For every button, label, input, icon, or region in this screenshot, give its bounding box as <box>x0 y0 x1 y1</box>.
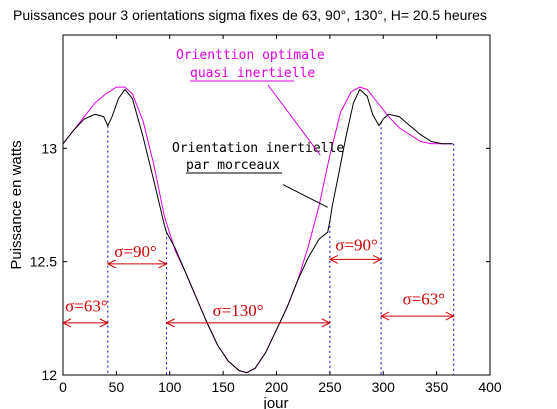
x-tick-label: 0 <box>59 379 67 395</box>
x-tick-label: 50 <box>109 379 125 395</box>
sigma-arrowhead-left <box>61 318 72 328</box>
x-tick-label: 150 <box>211 379 235 395</box>
sigma-label: σ=90° <box>114 242 157 261</box>
optimal-label-line1: Orienttion optimale <box>176 48 325 63</box>
piecewise-pointer-line <box>282 184 328 208</box>
x-tick-label: 200 <box>265 379 289 395</box>
sigma-arrowhead-left <box>106 259 117 269</box>
sigma-arrowhead-right <box>445 311 455 321</box>
sigma-arrowhead-right <box>158 259 168 269</box>
x-tick-label: 300 <box>372 379 396 395</box>
series-lines <box>62 86 453 374</box>
x-axis-label: jour <box>262 395 288 409</box>
y-tick-label: 13 <box>41 140 57 156</box>
chart-title: Puissances pour 3 orientations sigma fix… <box>13 7 487 23</box>
sigma-arrowhead-left <box>165 318 175 328</box>
y-tick-label: 12.5 <box>30 254 57 270</box>
sigma-label: σ=63° <box>65 297 108 316</box>
sigma-arrowhead-right <box>99 318 109 328</box>
curve-annotations: Orienttion optimale quasi inertielle Ori… <box>172 48 344 208</box>
axis-ticks: 0 50 100 150 200 250 300 350 400 12 12.5 13 <box>30 35 502 395</box>
x-tick-label: 400 <box>478 379 502 395</box>
piecewise-label-line2: par morceaux <box>186 158 280 173</box>
sigma-label: σ=90° <box>335 235 378 254</box>
x-tick-label: 100 <box>158 379 182 395</box>
sigma-label: σ=130° <box>212 301 263 320</box>
plot-area <box>62 34 491 376</box>
optimal-label-line2: quasi inertielle <box>190 66 315 81</box>
sigma-arrowhead-left <box>379 311 390 321</box>
sigma-arrowhead-right <box>321 318 331 328</box>
x-tick-label: 350 <box>425 379 449 395</box>
y-axis-label: Puissance en watts <box>8 140 25 269</box>
sigma-arrowhead-left <box>328 254 339 264</box>
y-tick-label: 12 <box>41 367 57 383</box>
piecewise-label-line1: Orientation inertielle <box>172 141 344 156</box>
sigma-label: σ=63° <box>402 290 445 309</box>
sigma-annotations: σ=63° σ=90° σ=130° σ=90° σ=63° <box>61 235 455 328</box>
series-piecewise-line <box>62 88 453 374</box>
x-tick-label: 250 <box>318 379 342 395</box>
optimal-pointer-line <box>267 84 321 156</box>
sigma-arrowhead-right <box>372 254 383 264</box>
region-boundaries <box>107 122 455 375</box>
